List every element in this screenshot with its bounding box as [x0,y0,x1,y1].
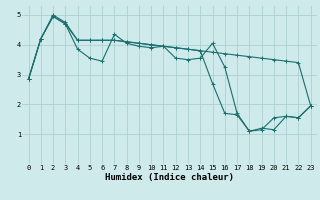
X-axis label: Humidex (Indice chaleur): Humidex (Indice chaleur) [105,173,234,182]
